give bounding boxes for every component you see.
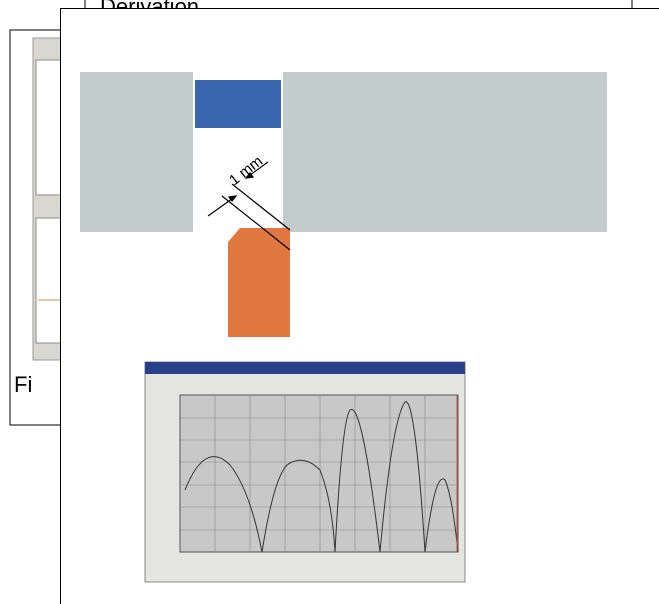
figure-caption: Fi [14, 372, 32, 397]
orange-part [228, 228, 290, 337]
right-block [283, 72, 607, 232]
blue-block [195, 80, 281, 128]
left-block [80, 72, 193, 232]
front-panel: 1 mm [61, 9, 659, 604]
page: Derivation Fi 1 mm [0, 0, 659, 604]
chart-screenshot [145, 362, 465, 582]
